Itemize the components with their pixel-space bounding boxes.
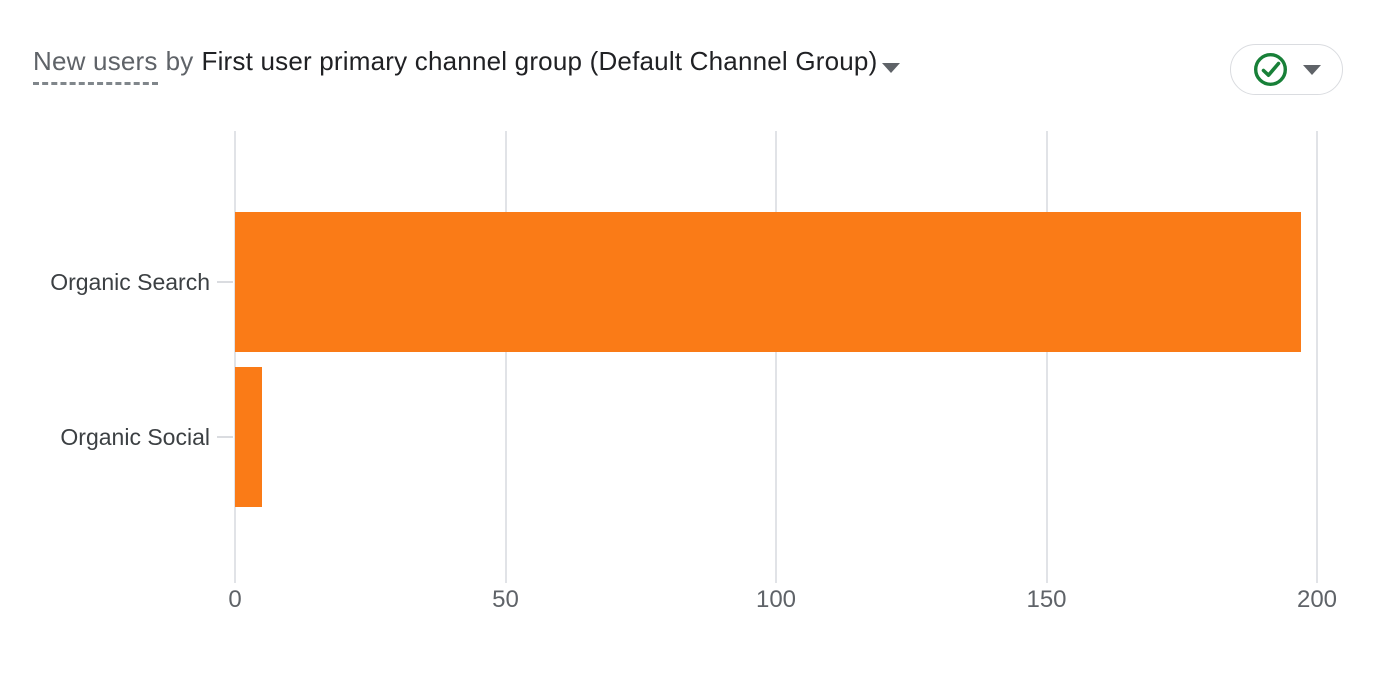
x-axis-tick-label: 50 — [492, 586, 519, 613]
category-label-organic-search: Organic Search — [50, 269, 210, 295]
dimension-selector[interactable]: First user primary channel group (Defaul… — [201, 46, 878, 76]
y-axis-tick-mark — [217, 281, 233, 283]
x-axis-tick-label: 150 — [1026, 586, 1067, 613]
title-connector: by — [165, 46, 194, 76]
x-axis-tick-label: 0 — [228, 586, 242, 613]
gridline-x-0 — [234, 131, 236, 583]
gridline-x-50 — [504, 131, 507, 583]
x-axis-tick-label: 100 — [755, 586, 797, 613]
caret-down-icon[interactable] — [882, 62, 901, 73]
check-circle-icon — [1253, 52, 1288, 87]
category-label-organic-social: Organic Social — [60, 424, 210, 450]
chevron-down-icon — [1302, 64, 1321, 75]
y-axis-tick-mark — [217, 436, 233, 438]
bar-organic-search[interactable] — [235, 212, 1301, 352]
page-title: New users by First user primary channel … — [33, 44, 901, 85]
x-axis-tick-label: 200 — [1296, 586, 1338, 613]
gridline-x-200 — [1316, 131, 1318, 583]
metric-selector[interactable]: New users — [33, 44, 158, 85]
gridline-x-100 — [775, 131, 777, 583]
bar-organic-social[interactable] — [235, 367, 262, 507]
data-quality-button[interactable] — [1230, 44, 1343, 95]
gridline-x-150 — [1045, 131, 1048, 583]
